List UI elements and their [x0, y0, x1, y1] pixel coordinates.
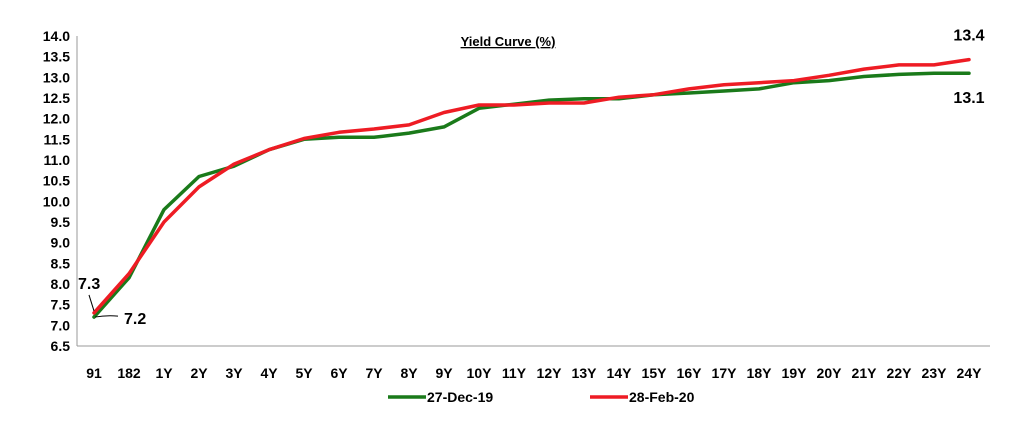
x-tick-label: 24Y	[957, 365, 983, 381]
y-tick-label: 9.0	[51, 235, 71, 251]
data-labels: 7.2 7.3 13.1 13.4	[78, 28, 985, 329]
data-label: 13.4	[953, 28, 984, 45]
x-tick-label: 182	[117, 365, 141, 381]
x-tick-label: 2Y	[190, 365, 208, 381]
y-tick-label: 14.0	[43, 28, 70, 44]
x-tick-label: 7Y	[365, 365, 383, 381]
y-tick-label: 7.0	[51, 317, 71, 333]
y-tick-label: 8.0	[51, 276, 71, 292]
x-tick-label: 11Y	[502, 365, 527, 381]
legend-label: 27-Dec-19	[427, 389, 493, 405]
x-tick-label: 20Y	[817, 365, 843, 381]
series-line-2	[92, 57, 971, 315]
x-tick-label: 13Y	[572, 365, 598, 381]
x-tick-label: 23Y	[922, 365, 948, 381]
x-tick-label: 5Y	[295, 365, 313, 381]
x-tick-label: 91	[86, 365, 102, 381]
legend: 27-Dec-19 28-Feb-20	[388, 389, 695, 405]
y-tick-label: 7.5	[51, 297, 71, 313]
y-tick-label: 8.5	[51, 255, 71, 271]
y-tick-label: 13.5	[43, 49, 70, 65]
data-label-leader	[94, 315, 119, 318]
y-tick-label: 13.0	[43, 69, 70, 85]
y-tick-label: 10.5	[43, 173, 70, 189]
x-tick-label: 14Y	[607, 365, 633, 381]
y-tick-label: 12.5	[43, 90, 70, 106]
x-tick-label: 18Y	[747, 365, 773, 381]
x-tick-label: 3Y	[225, 365, 243, 381]
x-tick-label: 22Y	[887, 365, 913, 381]
data-label: 7.2	[124, 311, 146, 328]
x-axis-ticks: 91 182 1Y 2Y 3Y 4Y 5Y 6Y 7Y 8Y 9Y 10Y 11Y 12Y 13Y 14Y 15…	[86, 365, 982, 381]
y-tick-label: 11.5	[44, 131, 71, 147]
series-lines	[92, 57, 971, 319]
y-tick-label: 9.5	[51, 214, 71, 230]
x-tick-label: 1Y	[155, 365, 173, 381]
x-tick-label: 12Y	[537, 365, 563, 381]
y-tick-label: 6.5	[51, 338, 71, 354]
x-tick-label: 6Y	[330, 365, 348, 381]
x-tick-label: 17Y	[712, 365, 738, 381]
legend-label: 28-Feb-20	[629, 389, 695, 405]
data-label-leader	[88, 294, 95, 312]
x-tick-label: 15Y	[642, 365, 668, 381]
chart-title: Yield Curve (%)	[461, 34, 556, 49]
y-tick-label: 10.0	[43, 193, 70, 209]
x-tick-label: 21Y	[852, 365, 878, 381]
y-axis-ticks: 6.5 7.0 7.5 8.0 8.5 9.0 9.5 10.0 10.5 11.0 11.5 12.…	[43, 28, 70, 354]
x-tick-label: 19Y	[782, 365, 808, 381]
chart-axes	[76, 36, 990, 347]
y-tick-label: 11.0	[44, 152, 71, 168]
x-tick-label: 9Y	[435, 365, 453, 381]
data-label: 7.3	[78, 276, 100, 293]
x-tick-label: 4Y	[260, 365, 278, 381]
data-label: 13.1	[953, 90, 984, 107]
series-line-1	[92, 71, 971, 319]
y-tick-label: 12.0	[43, 111, 70, 127]
x-tick-label: 10Y	[467, 365, 493, 381]
x-tick-label: 16Y	[677, 365, 703, 381]
x-tick-label: 8Y	[400, 365, 418, 381]
